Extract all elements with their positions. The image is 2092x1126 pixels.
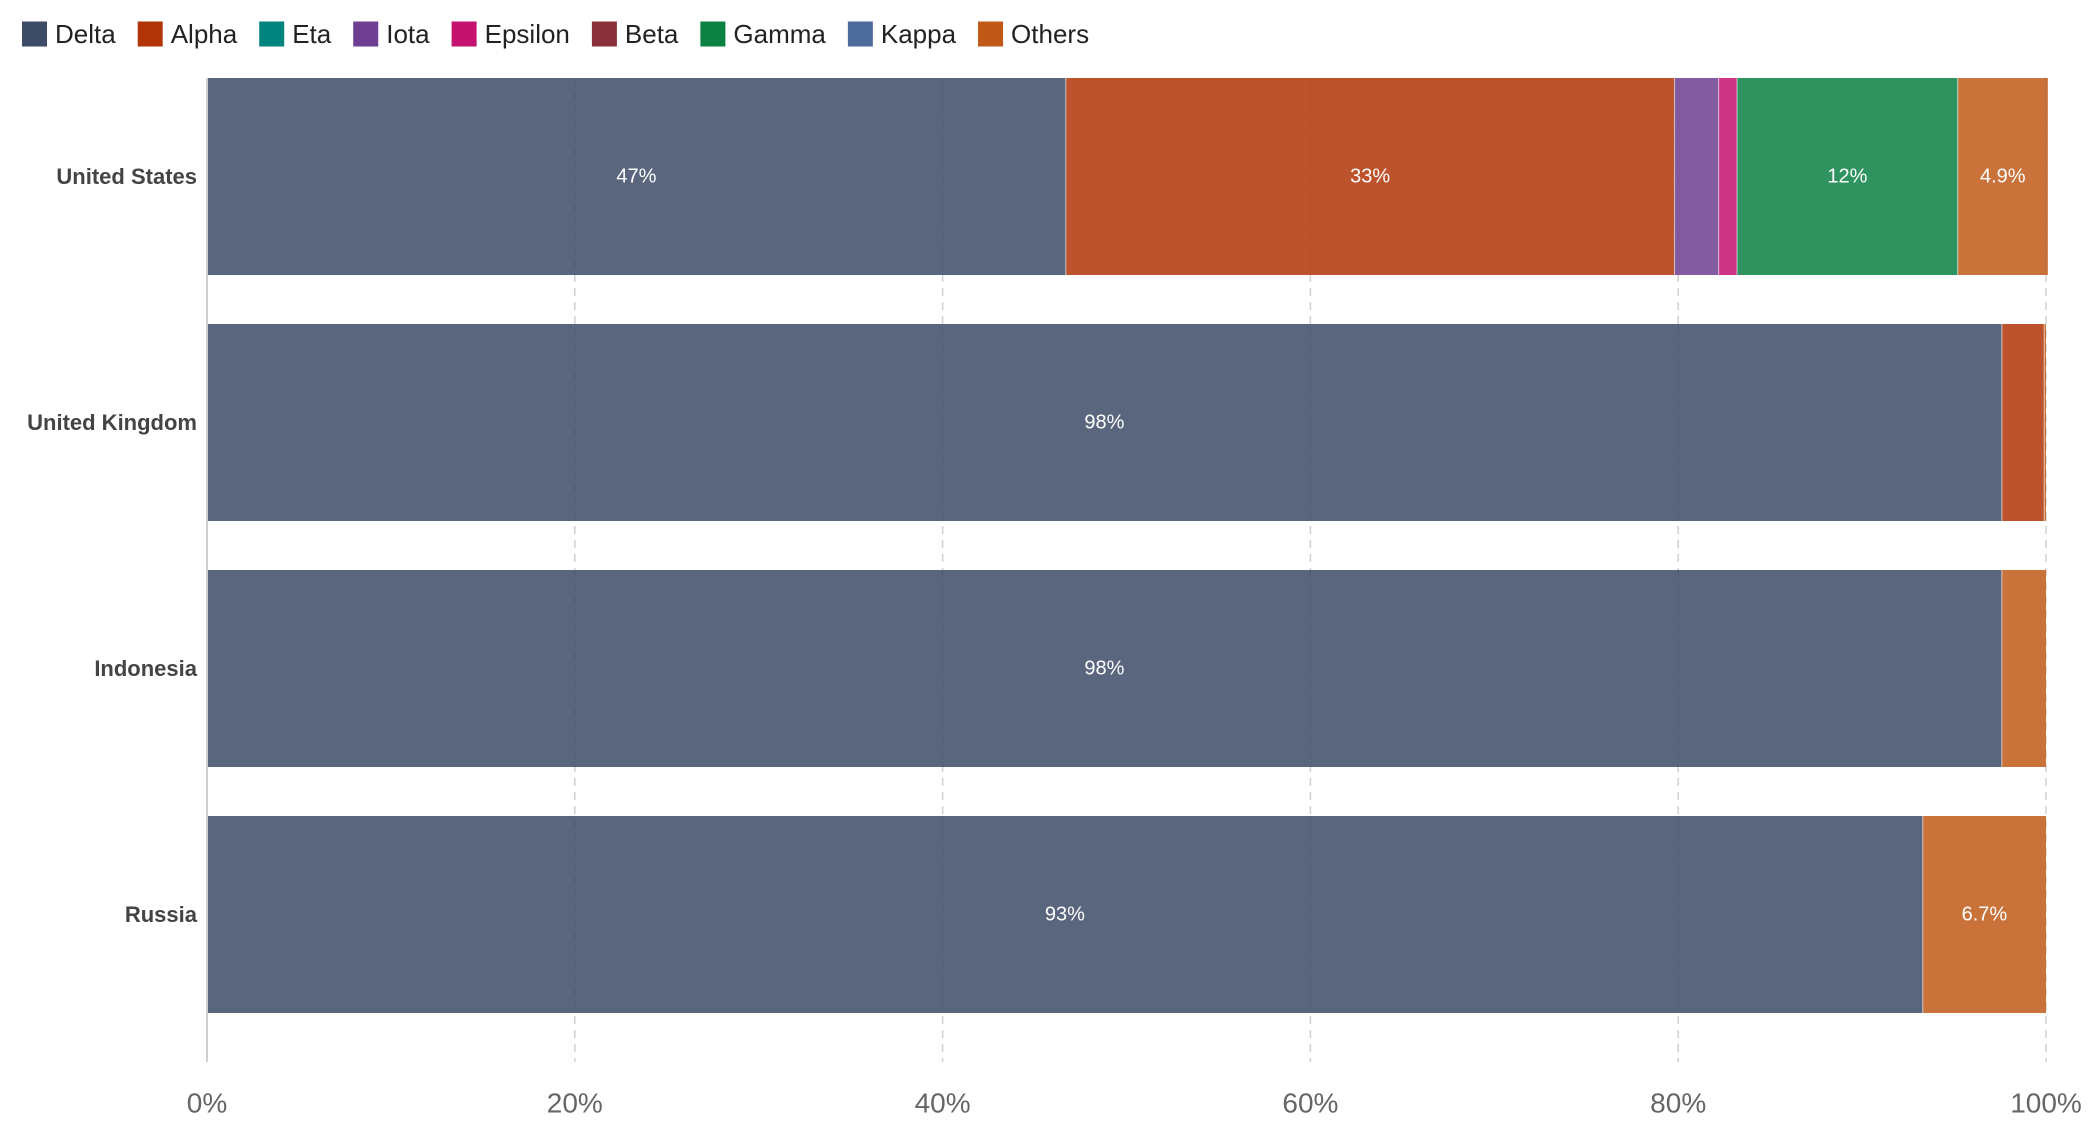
data-label-russia-delta: 93% <box>1045 904 1085 926</box>
bar-united-kingdom-alpha <box>2001 324 2045 521</box>
legend-label-beta: Beta <box>625 19 679 49</box>
x-tick-label-100: 100% <box>2010 1088 2082 1119</box>
bar-indonesia-delta <box>207 570 2002 767</box>
legend-label-others: Others <box>1011 19 1089 49</box>
x-tick-label-80: 80% <box>1650 1088 1706 1119</box>
bar-united-kingdom-others <box>2044 324 2046 521</box>
data-label-united-states-gamma: 12% <box>1827 166 1867 188</box>
data-label-united-kingdom-delta: 98% <box>1084 412 1124 434</box>
bar-united-states-delta <box>207 78 1066 275</box>
legend-swatch-alpha <box>137 21 163 47</box>
legend-swatch-iota <box>353 21 379 47</box>
legend-item-delta: Delta <box>22 19 116 49</box>
legend-label-epsilon: Epsilon <box>485 19 570 49</box>
legend-item-beta: Beta <box>591 19 679 49</box>
x-tick-label-40: 40% <box>915 1088 971 1119</box>
x-tick-label-60: 60% <box>1282 1088 1338 1119</box>
legend-label-kappa: Kappa <box>881 19 957 49</box>
legend-item-iota: Iota <box>353 19 430 49</box>
data-label-indonesia-delta: 98% <box>1084 658 1124 680</box>
category-label-united-states: United States <box>56 164 197 189</box>
data-labels: 47% 33% 12% 4.9% 98% 98% 93% 6.7% <box>616 166 2025 926</box>
data-label-russia-others: 6.7% <box>1962 904 2008 926</box>
legend-item-gamma: Gamma <box>700 19 826 49</box>
category-label-russia: Russia <box>125 902 198 927</box>
legend: Delta Alpha Eta Iota Epsilon Beta Gamma Kappa Ot… <box>22 19 1089 49</box>
legend-swatch-gamma <box>700 21 726 47</box>
legend-swatch-others <box>978 21 1004 47</box>
bars <box>207 78 2048 1013</box>
bar-united-states-others <box>1957 78 2048 275</box>
x-tick-label-0: 0% <box>187 1088 227 1119</box>
legend-swatch-delta <box>22 21 47 47</box>
data-label-united-states-others: 4.9% <box>1980 166 2026 188</box>
legend-swatch-epsilon <box>451 21 477 47</box>
legend-item-eta: Eta <box>259 19 332 49</box>
legend-label-gamma: Gamma <box>733 19 826 49</box>
category-label-united-kingdom: United Kingdom <box>27 410 197 435</box>
data-label-united-states-delta: 47% <box>616 166 656 188</box>
legend-item-alpha: Alpha <box>137 19 238 49</box>
legend-item-kappa: Kappa <box>847 19 957 49</box>
bar-united-states-alpha <box>1065 78 1675 275</box>
bar-united-kingdom-delta <box>207 324 2002 521</box>
bar-united-states-epsilon <box>1718 78 1738 275</box>
legend-swatch-kappa <box>847 21 873 47</box>
category-label-indonesia: Indonesia <box>94 656 197 681</box>
bar-russia-others <box>1922 816 2046 1013</box>
legend-label-delta: Delta <box>55 19 116 49</box>
legend-swatch-eta <box>259 21 285 47</box>
legend-label-iota: Iota <box>386 19 430 49</box>
legend-swatch-beta <box>591 21 617 47</box>
x-axis: 0% 20% 40% 60% 80% 100% <box>187 78 2082 1119</box>
legend-item-epsilon: Epsilon <box>451 19 570 49</box>
bar-united-states-iota <box>1674 78 1719 275</box>
x-tick-label-20: 20% <box>547 1088 603 1119</box>
data-label-united-states-alpha: 33% <box>1350 166 1390 188</box>
category-labels: United States United Kingdom Indonesia Russ… <box>27 164 198 927</box>
legend-label-alpha: Alpha <box>171 19 238 49</box>
bar-russia-delta <box>207 816 1923 1013</box>
legend-label-eta: Eta <box>292 19 332 49</box>
bar-indonesia-others <box>2001 570 2046 767</box>
bar-united-states-gamma <box>1737 78 1958 275</box>
legend-item-others: Others <box>978 19 1089 49</box>
